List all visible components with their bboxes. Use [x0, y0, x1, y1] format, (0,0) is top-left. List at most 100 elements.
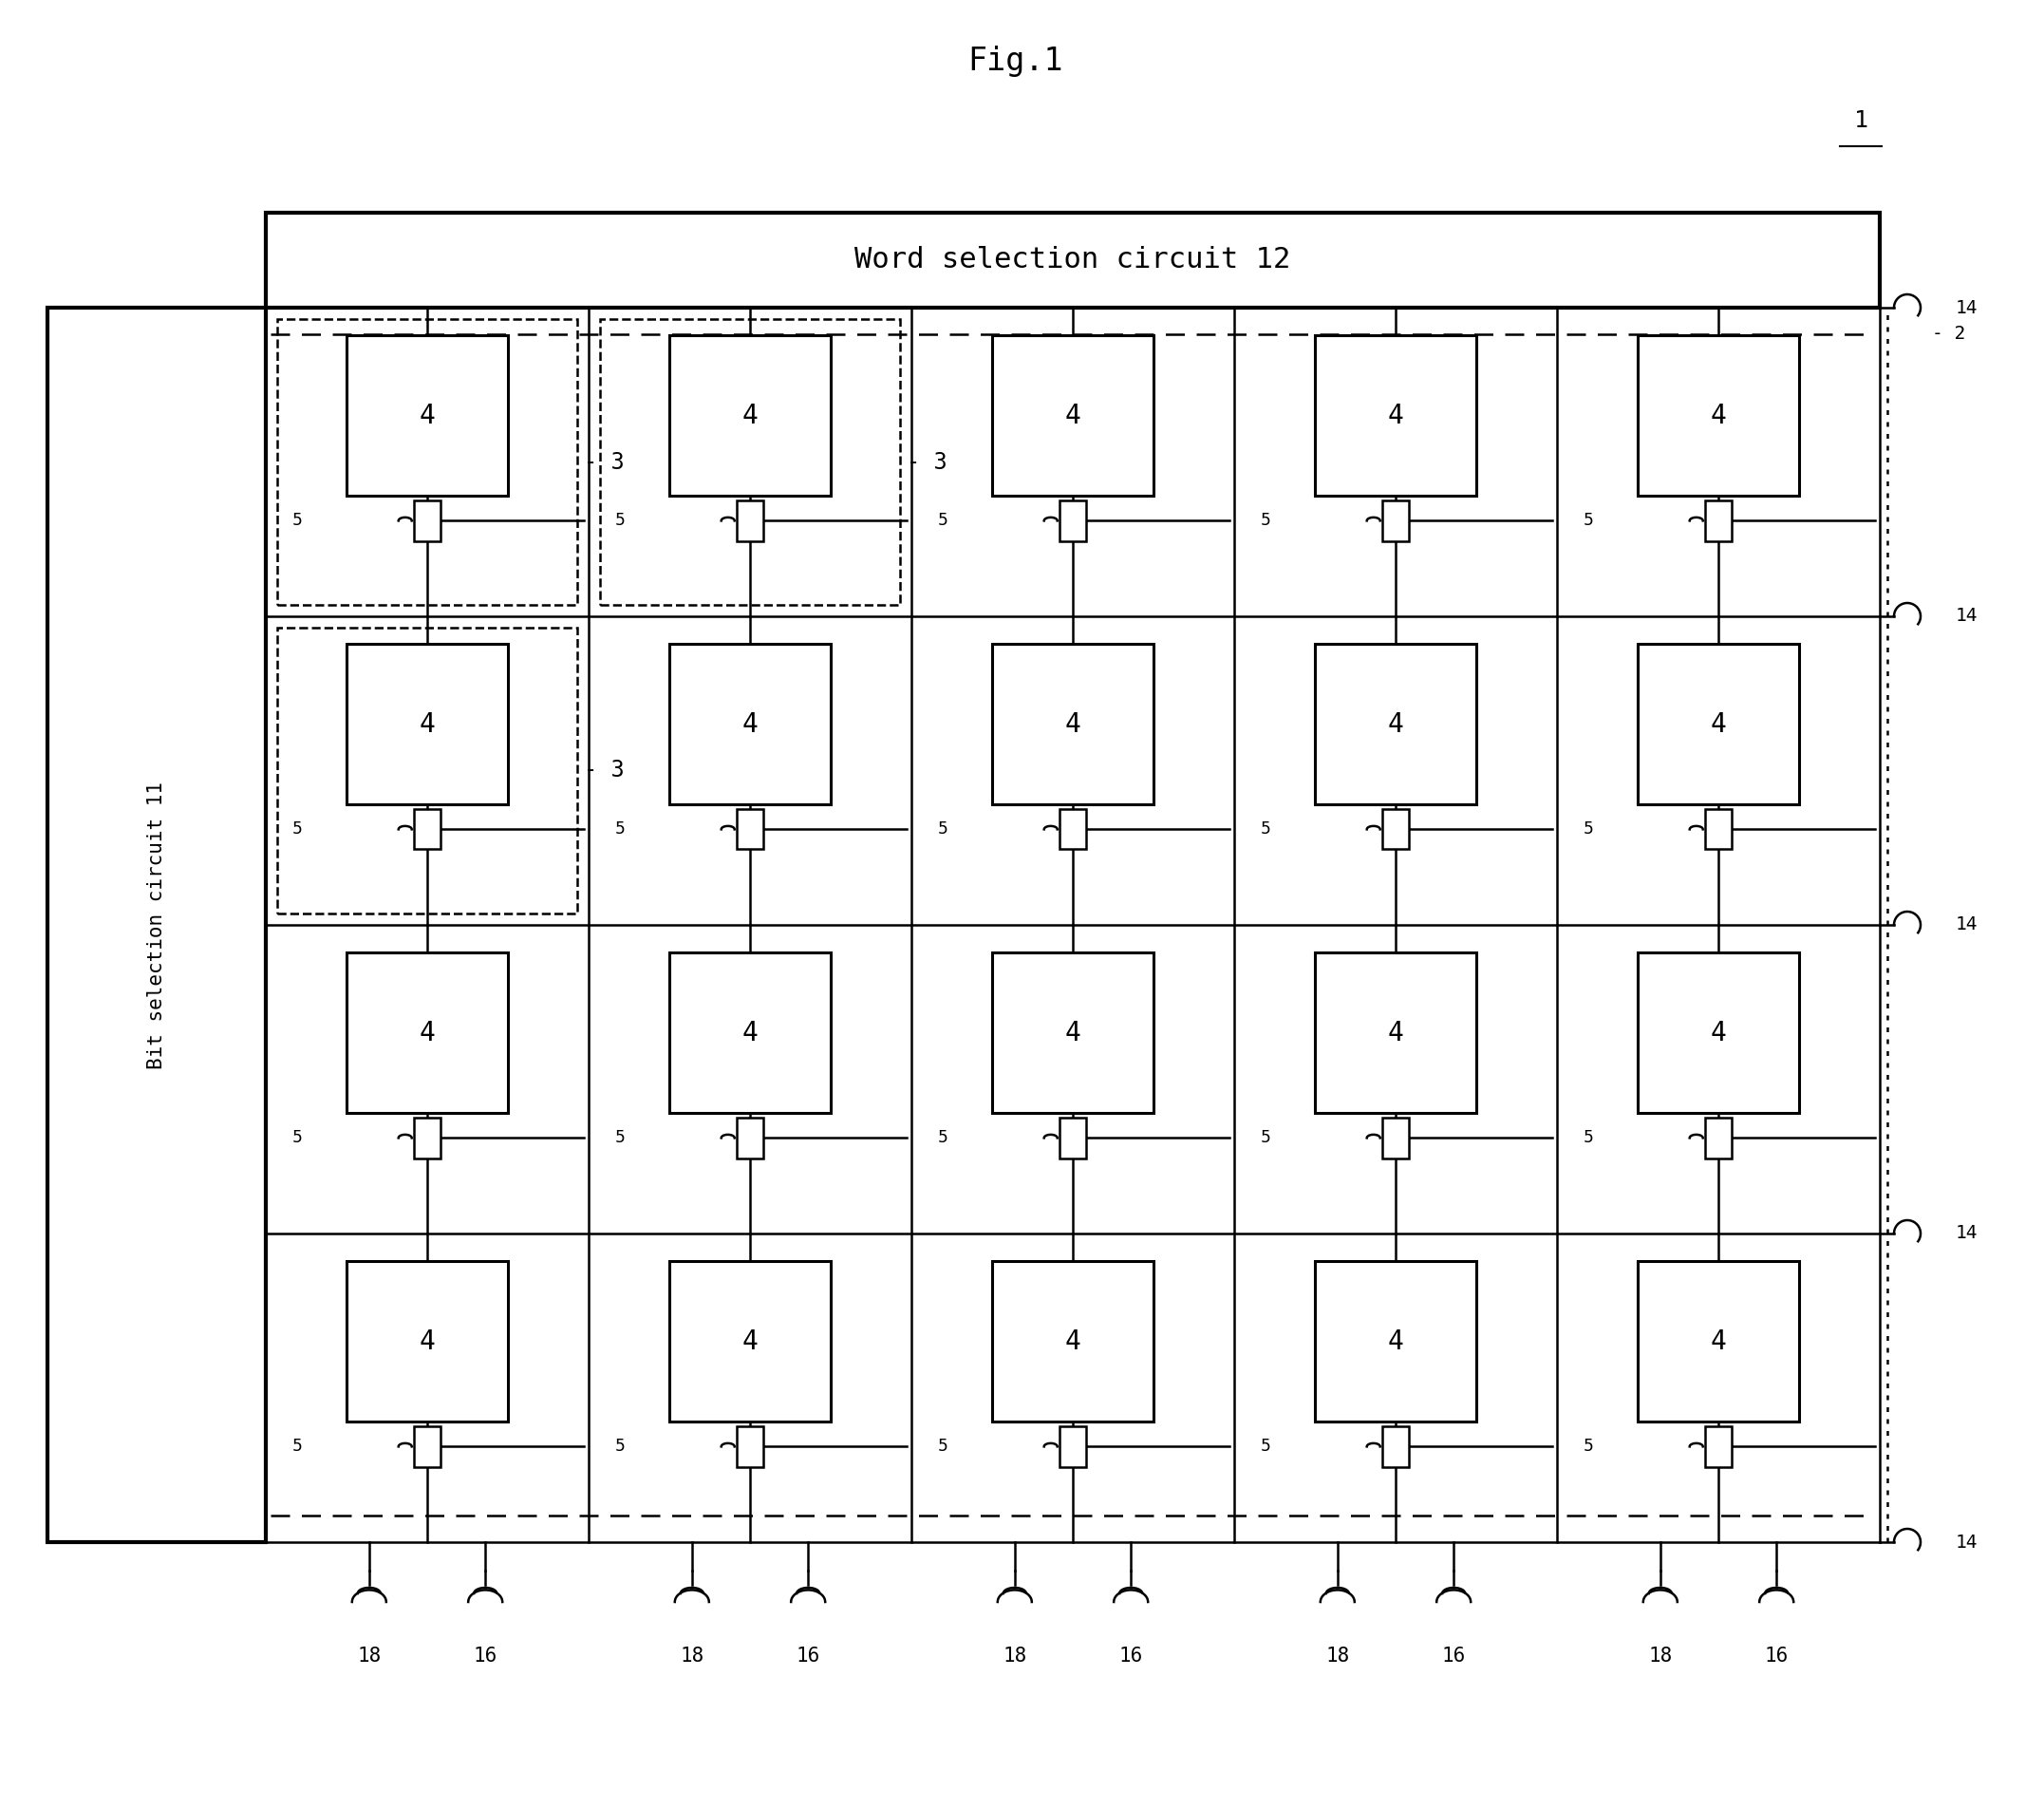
- Bar: [278, 318, 576, 606]
- Text: 4: 4: [419, 1020, 435, 1047]
- Text: - 3: - 3: [585, 450, 625, 474]
- Text: 4: 4: [742, 1020, 758, 1047]
- Text: 5: 5: [1582, 1130, 1592, 1146]
- Text: 5: 5: [938, 821, 948, 837]
- Text: 5: 5: [292, 821, 303, 837]
- Text: 5: 5: [615, 821, 625, 837]
- Text: 4: 4: [1388, 403, 1404, 428]
- Text: 5: 5: [292, 1437, 303, 1455]
- Bar: [1314, 953, 1476, 1114]
- Bar: [413, 501, 442, 541]
- Text: 18: 18: [1647, 1647, 1672, 1665]
- Text: 4: 4: [419, 711, 435, 738]
- Text: 5: 5: [1582, 512, 1592, 530]
- Bar: [736, 810, 764, 850]
- Text: 14: 14: [1956, 298, 1979, 316]
- Bar: [1382, 810, 1408, 850]
- Bar: [1314, 1262, 1476, 1421]
- Text: Fig.1: Fig.1: [969, 45, 1063, 76]
- Text: 18: 18: [681, 1647, 703, 1665]
- Bar: [347, 644, 507, 805]
- Text: 4: 4: [1388, 711, 1404, 738]
- Bar: [266, 213, 1880, 307]
- Text: 5: 5: [1259, 512, 1269, 530]
- Text: 5: 5: [292, 512, 303, 530]
- Bar: [413, 1427, 442, 1466]
- Bar: [347, 953, 507, 1114]
- Bar: [991, 1262, 1153, 1421]
- Bar: [1314, 336, 1476, 495]
- Text: 5: 5: [1259, 1130, 1269, 1146]
- Bar: [1705, 1117, 1731, 1157]
- Text: 16: 16: [1441, 1647, 1466, 1665]
- Text: Bit selection circuit 11: Bit selection circuit 11: [147, 781, 166, 1069]
- Text: 16: 16: [1118, 1647, 1143, 1665]
- Bar: [991, 336, 1153, 495]
- Text: 14: 14: [1956, 1533, 1979, 1551]
- Text: 4: 4: [1388, 1020, 1404, 1047]
- Text: 5: 5: [1582, 1437, 1592, 1455]
- Text: 4: 4: [1711, 1020, 1727, 1047]
- Bar: [1059, 810, 1085, 850]
- Text: 5: 5: [615, 1437, 625, 1455]
- Bar: [413, 810, 442, 850]
- Text: 5: 5: [615, 512, 625, 530]
- Text: Word selection circuit 12: Word selection circuit 12: [854, 246, 1292, 275]
- Bar: [1382, 1117, 1408, 1157]
- Bar: [1637, 953, 1799, 1114]
- Bar: [1705, 1427, 1731, 1466]
- Bar: [1637, 1262, 1799, 1421]
- Text: - 2: - 2: [1932, 325, 1966, 344]
- Text: - 3: - 3: [908, 450, 946, 474]
- Text: 4: 4: [742, 1329, 758, 1354]
- Text: 4: 4: [1711, 403, 1727, 428]
- Text: 4: 4: [1065, 1329, 1081, 1354]
- Bar: [736, 1427, 764, 1466]
- Text: 5: 5: [1259, 821, 1269, 837]
- Text: 5: 5: [1582, 821, 1592, 837]
- Bar: [1382, 1427, 1408, 1466]
- Bar: [1059, 501, 1085, 541]
- Text: 14: 14: [1956, 917, 1979, 935]
- Bar: [991, 953, 1153, 1114]
- Bar: [1637, 644, 1799, 805]
- Text: - 3: - 3: [585, 759, 625, 783]
- Text: 16: 16: [1764, 1647, 1788, 1665]
- Bar: [668, 644, 830, 805]
- Bar: [347, 336, 507, 495]
- Text: 4: 4: [1388, 1329, 1404, 1354]
- Bar: [1314, 644, 1476, 805]
- Text: 14: 14: [1956, 1224, 1979, 1242]
- Text: 4: 4: [1065, 403, 1081, 428]
- Text: 5: 5: [615, 1130, 625, 1146]
- Bar: [991, 644, 1153, 805]
- Bar: [1637, 336, 1799, 495]
- Bar: [413, 1117, 442, 1157]
- Text: 18: 18: [1325, 1647, 1349, 1665]
- Text: 18: 18: [358, 1647, 380, 1665]
- Text: 16: 16: [795, 1647, 820, 1665]
- Bar: [1059, 1427, 1085, 1466]
- Text: 4: 4: [419, 1329, 435, 1354]
- Text: 5: 5: [1259, 1437, 1269, 1455]
- Text: 4: 4: [1711, 711, 1727, 738]
- Text: 14: 14: [1956, 607, 1979, 626]
- Text: 4: 4: [1065, 1020, 1081, 1047]
- Text: 5: 5: [938, 1437, 948, 1455]
- Text: 1: 1: [1854, 108, 1868, 132]
- Text: 4: 4: [419, 403, 435, 428]
- Text: 4: 4: [1065, 711, 1081, 738]
- Text: 4: 4: [1711, 1329, 1727, 1354]
- Bar: [601, 318, 899, 606]
- Text: 4: 4: [742, 711, 758, 738]
- Bar: [1705, 501, 1731, 541]
- Bar: [736, 501, 764, 541]
- Bar: [736, 1117, 764, 1157]
- Bar: [668, 1262, 830, 1421]
- Text: 18: 18: [1004, 1647, 1026, 1665]
- Bar: [1705, 810, 1731, 850]
- Bar: [278, 627, 576, 913]
- Bar: [1382, 501, 1408, 541]
- Text: 16: 16: [474, 1647, 497, 1665]
- Bar: [668, 953, 830, 1114]
